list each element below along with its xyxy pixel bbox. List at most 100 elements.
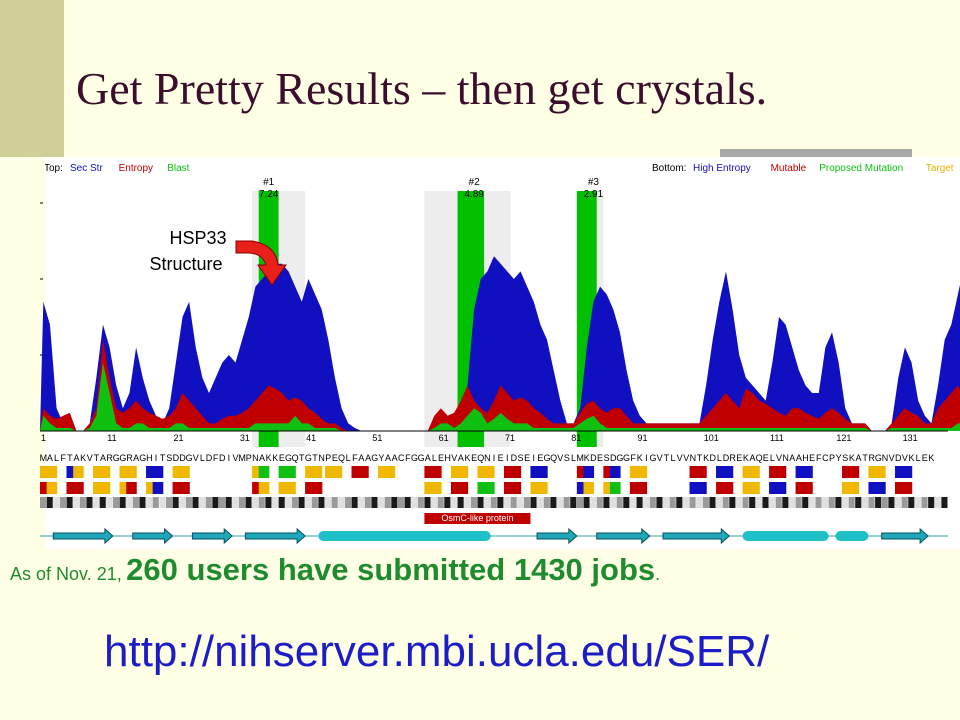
- mutation-cell: [716, 466, 727, 478]
- solv-acc-cell: [643, 497, 650, 508]
- mutation-cell: [278, 482, 290, 494]
- mutation-cell: [93, 466, 104, 478]
- sequence-residue: E: [524, 453, 530, 463]
- mutation-cell: [457, 482, 469, 494]
- solv-acc-cell: [73, 497, 80, 508]
- solv-acc-cell: [835, 497, 842, 508]
- solv-acc-cell: [901, 497, 908, 508]
- sequence-residue: A: [365, 453, 371, 463]
- sequence-residue: L: [571, 453, 576, 463]
- x-tick-label: 121: [836, 433, 851, 443]
- solv-acc-cell: [510, 497, 517, 508]
- mutation-cell: [285, 482, 296, 494]
- mutation-cell: [868, 466, 880, 478]
- series-entropy: [40, 339, 960, 431]
- solv-acc-cell: [53, 497, 60, 508]
- sequence-residue: F: [816, 453, 822, 463]
- mutation-cell: [636, 466, 648, 478]
- series-blast: [40, 362, 960, 431]
- sequence-residue: D: [511, 453, 518, 463]
- legend-bottom-high-entropy: High Entropy: [693, 163, 751, 174]
- sequence-residue: I: [533, 453, 536, 463]
- sequence-residue: M: [576, 453, 584, 463]
- mutation-cell: [576, 482, 588, 494]
- mutation-cell: [537, 466, 548, 478]
- mutation-cell: [40, 466, 51, 478]
- mutation-cell: [894, 482, 906, 494]
- blocks-region-bar: [424, 513, 531, 524]
- solv-acc-cell: [941, 497, 948, 508]
- solv-acc-cell: [722, 497, 729, 508]
- solv-acc-cell: [563, 497, 570, 508]
- legend-bottom-target: Target: [926, 163, 954, 174]
- solv-acc-cell: [431, 497, 438, 508]
- solv-acc-cell: [93, 497, 100, 508]
- sequence-residue: F: [405, 453, 411, 463]
- solv-acc-cell: [172, 497, 179, 508]
- sequence-residue: L: [200, 453, 205, 463]
- solv-acc-cell: [795, 497, 802, 508]
- sequence-residue: Q: [292, 453, 299, 463]
- solv-acc-cell: [305, 497, 312, 508]
- mutation-cell: [424, 482, 436, 494]
- solv-acc-cell: [66, 497, 73, 508]
- mutation-cell: [901, 482, 913, 494]
- solv-acc-cell: [404, 497, 411, 508]
- solv-acc-cell: [888, 497, 895, 508]
- solv-acc-cell: [623, 497, 630, 508]
- mutation-cell: [324, 466, 336, 478]
- legend-top-sec-str: Sec Str: [70, 163, 103, 174]
- solv-acc-cell: [258, 497, 265, 508]
- solv-acc-cell: [86, 497, 93, 508]
- solv-acc-cell: [556, 497, 564, 508]
- solv-acc-cell: [152, 497, 159, 508]
- mutation-cell: [450, 482, 462, 494]
- solv-acc-cell: [543, 497, 550, 508]
- sequence-residue: A: [385, 453, 391, 463]
- sequence-residue: V: [683, 453, 689, 463]
- sequence-residue: D: [895, 453, 902, 463]
- solv-acc-cell: [861, 497, 868, 508]
- legend-bottom-label: Bottom:: [652, 163, 686, 174]
- solv-acc-cell: [364, 497, 371, 508]
- solv-acc-cell: [252, 497, 259, 508]
- annotation-arrow: [235, 240, 287, 286]
- mutation-cell: [311, 482, 323, 494]
- mutation-cell: [576, 466, 588, 478]
- sequence-residue: G: [119, 453, 126, 463]
- solv-acc-cell: [788, 497, 796, 508]
- mutation-cell: [258, 466, 270, 478]
- mutation-cell: [503, 482, 515, 494]
- sequence-residue: L: [670, 453, 675, 463]
- solv-acc-cell: [271, 497, 279, 508]
- sec-str-strand: [881, 527, 929, 545]
- server-url-link[interactable]: http://nihserver.mbi.ucla.edu/SER/: [104, 627, 770, 676]
- mutation-cell: [311, 466, 323, 478]
- mutation-cell: [46, 466, 58, 478]
- mutation-cell: [484, 482, 495, 494]
- sequence-residue: K: [703, 453, 709, 463]
- mutation-cell: [603, 466, 614, 478]
- blocks-region-label: OsmC-like protein: [441, 513, 513, 523]
- mutation-cell: [503, 466, 515, 478]
- sequence-residue: F: [60, 453, 66, 463]
- legend-top-entropy: Entropy: [119, 163, 153, 174]
- solv-acc-cell: [351, 497, 358, 508]
- x-tick-label: 51: [372, 433, 382, 443]
- sequence-residue: R: [729, 453, 736, 463]
- mutation-cell: [689, 466, 701, 478]
- sequence-residue: G: [113, 453, 120, 463]
- sequence-residue: A: [47, 453, 53, 463]
- sequence-residue: S: [604, 453, 610, 463]
- sequence-residue: T: [697, 453, 703, 463]
- solv-acc-cell: [457, 497, 464, 508]
- mutation-cell: [841, 466, 853, 478]
- mutation-cell: [795, 482, 807, 494]
- sequence-residue: S: [518, 453, 524, 463]
- gray-tab-decoration: [720, 149, 912, 157]
- sequence-residue: N: [690, 453, 697, 463]
- solv-acc-cell: [218, 497, 226, 508]
- sequence-residue: L: [916, 453, 921, 463]
- sequence-residue: N: [252, 453, 259, 463]
- sequence-residue: V: [557, 453, 563, 463]
